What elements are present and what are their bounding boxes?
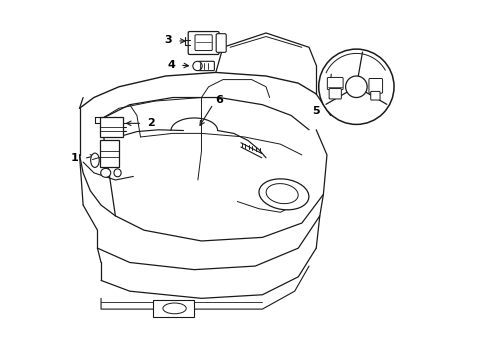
Circle shape xyxy=(318,49,393,125)
Circle shape xyxy=(192,61,202,71)
Bar xyxy=(153,300,194,317)
Ellipse shape xyxy=(259,179,308,210)
FancyBboxPatch shape xyxy=(100,140,119,167)
FancyBboxPatch shape xyxy=(216,34,226,52)
FancyBboxPatch shape xyxy=(195,35,212,50)
Ellipse shape xyxy=(90,153,99,167)
FancyBboxPatch shape xyxy=(326,77,343,90)
FancyBboxPatch shape xyxy=(368,78,382,93)
Text: 6: 6 xyxy=(215,95,223,105)
Circle shape xyxy=(345,76,366,98)
Text: 1: 1 xyxy=(70,153,78,163)
Text: 2: 2 xyxy=(147,118,155,128)
Text: 4: 4 xyxy=(167,60,175,70)
FancyBboxPatch shape xyxy=(188,32,219,54)
Ellipse shape xyxy=(163,303,186,314)
FancyBboxPatch shape xyxy=(328,89,341,99)
FancyBboxPatch shape xyxy=(370,91,379,100)
Ellipse shape xyxy=(265,184,298,204)
Text: 3: 3 xyxy=(164,35,172,45)
FancyBboxPatch shape xyxy=(198,61,214,71)
Ellipse shape xyxy=(114,169,121,177)
FancyBboxPatch shape xyxy=(100,117,122,137)
Ellipse shape xyxy=(101,168,110,177)
Text: 5: 5 xyxy=(312,106,319,116)
